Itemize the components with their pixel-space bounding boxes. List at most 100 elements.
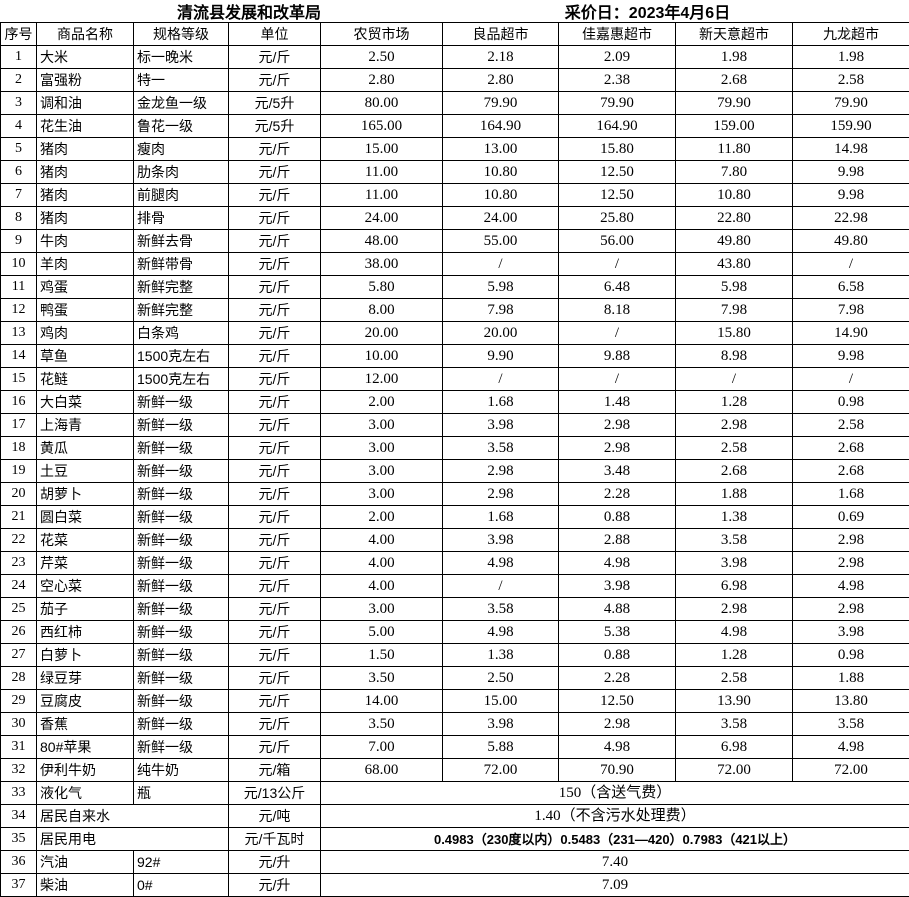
col-header-market-2: 良品超市 (442, 22, 559, 46)
unit-cell: 元/斤 (228, 298, 321, 322)
price-cell: 3.98 (675, 551, 793, 575)
unit-cell: 元/斤 (228, 413, 321, 437)
price-cell: 1.50 (320, 643, 443, 667)
product-name-cell: 液化气 (36, 781, 134, 805)
spec-cell: 新鲜一级 (133, 482, 229, 506)
row-number-cell: 4 (0, 114, 37, 138)
spec-cell: 白条鸡 (133, 321, 229, 345)
spec-cell: 新鲜一级 (133, 597, 229, 621)
price-cell: 1.68 (442, 505, 559, 529)
price-cell: 10.80 (675, 183, 793, 207)
price-cell: 4.00 (320, 528, 443, 552)
price-cell: 5.80 (320, 275, 443, 299)
price-cell: 2.98 (675, 597, 793, 621)
table-row: 32 伊利牛奶 纯牛奶 元/箱 68.00 72.00 70.90 72.00 72.00 (0, 758, 909, 782)
table-row: 13 鸡肉 白条鸡 元/斤 20.00 20.00/15.80 14.90 (0, 321, 909, 345)
col-header-no: 序号 (0, 22, 37, 46)
row-number-cell: 35 (0, 827, 37, 851)
spec-cell: 新鲜完整 (133, 298, 229, 322)
price-cell: 6.98 (675, 735, 793, 759)
table-row: 9 牛肉 新鲜去骨 元/斤 48.00 55.00 56.00 49.80 49.80 (0, 229, 909, 253)
price-cell: 2.98 (442, 482, 559, 506)
price-cell: 8.98 (675, 344, 793, 368)
price-cell: 9.88 (558, 344, 676, 368)
price-cell: 2.68 (675, 68, 793, 92)
spec-cell: 肋条肉 (133, 160, 229, 184)
price-cell: 12.00 (320, 367, 443, 391)
table-row: 37 柴油 0# 元/升 7.09 (0, 873, 909, 897)
price-cell: 164.90 (442, 114, 559, 138)
price-cell: 24.00 (320, 206, 443, 230)
price-cell: 0.88 (558, 643, 676, 667)
product-name-cell: 豆腐皮 (36, 689, 134, 713)
unit-cell: 元/斤 (228, 183, 321, 207)
price-cell: 0.88 (558, 505, 676, 529)
price-cell: 7.98 (792, 298, 909, 322)
product-name-cell: 白萝卜 (36, 643, 134, 667)
price-cell: 3.58 (792, 712, 909, 736)
row-number-cell: 37 (0, 873, 37, 897)
product-name-cell: 猪肉 (36, 160, 134, 184)
price-cell: 22.98 (792, 206, 909, 230)
table-row: 21 圆白菜 新鲜一级 元/斤 2.00 1.68 0.88 1.38 0.69 (0, 505, 909, 529)
spec-cell: 1500克左右 (133, 367, 229, 391)
spec-cell: 纯牛奶 (133, 758, 229, 782)
unit-cell: 元/斤 (228, 459, 321, 483)
row-number-cell: 17 (0, 413, 37, 437)
row-number-cell: 15 (0, 367, 37, 391)
spec-cell: 瓶 (133, 781, 229, 805)
spec-cell: 前腿肉 (133, 183, 229, 207)
price-cell: 2.98 (792, 551, 909, 575)
table-row: 36 汽油 92# 元/升 7.40 (0, 850, 909, 874)
price-cell: 2.98 (442, 459, 559, 483)
unit-cell: 元/斤 (228, 160, 321, 184)
merged-price-cell: 7.09 (320, 873, 909, 897)
price-cell: 43.80 (675, 252, 793, 276)
product-name-cell: 羊肉 (36, 252, 134, 276)
price-cell: 79.90 (442, 91, 559, 115)
price-cell: 2.58 (792, 68, 909, 92)
row-number-cell: 14 (0, 344, 37, 368)
row-number-cell: 9 (0, 229, 37, 253)
spec-cell: 新鲜一级 (133, 413, 229, 437)
spec-cell: 特一 (133, 68, 229, 92)
price-cell: / (442, 574, 559, 598)
price-cell: 4.98 (558, 551, 676, 575)
price-cell: 3.50 (320, 712, 443, 736)
spec-cell: 标一晚米 (133, 45, 229, 69)
product-name-cell: 花菜 (36, 528, 134, 552)
table-row: 27 白萝卜 新鲜一级 元/斤 1.50 1.38 0.88 1.28 0.98 (0, 643, 909, 667)
price-cell: 25.80 (558, 206, 676, 230)
table-row: 5 猪肉 瘦肉 元/斤 15.00 13.00 15.80 11.80 14.98 (0, 137, 909, 161)
table-row: 25 茄子 新鲜一级 元/斤 3.00 3.58 4.88 2.98 2.98 (0, 597, 909, 621)
price-cell: 5.98 (675, 275, 793, 299)
spec-cell: 鲁花一级 (133, 114, 229, 138)
price-cell: / (558, 367, 676, 391)
product-name-cell: 调和油 (36, 91, 134, 115)
price-cell: 22.80 (675, 206, 793, 230)
col-header-spec: 规格等级 (133, 22, 229, 46)
price-cell: 72.00 (442, 758, 559, 782)
price-cell: 70.90 (558, 758, 676, 782)
price-cell: 1.38 (675, 505, 793, 529)
price-cell: 2.88 (558, 528, 676, 552)
price-cell: 2.28 (558, 482, 676, 506)
table-row: 28 绿豆芽 新鲜一级 元/斤 3.50 2.50 2.28 2.58 1.88 (0, 666, 909, 690)
price-cell: 2.00 (320, 390, 443, 414)
spec-cell: 新鲜一级 (133, 689, 229, 713)
unit-cell: 元/斤 (228, 620, 321, 644)
price-cell: / (442, 252, 559, 276)
row-number-cell: 36 (0, 850, 37, 874)
price-cell: 7.98 (442, 298, 559, 322)
price-cell: 8.00 (320, 298, 443, 322)
price-cell: / (442, 367, 559, 391)
price-cell: 2.09 (558, 45, 676, 69)
table-row: 33 液化气瓶元/13公斤 150（含送气费） (0, 781, 909, 805)
price-cell: 2.00 (320, 505, 443, 529)
spec-cell: 新鲜一级 (133, 574, 229, 598)
price-cell: 3.48 (558, 459, 676, 483)
price-cell: / (558, 252, 676, 276)
price-cell: 5.88 (442, 735, 559, 759)
price-cell: 38.00 (320, 252, 443, 276)
spec-cell: 新鲜一级 (133, 643, 229, 667)
